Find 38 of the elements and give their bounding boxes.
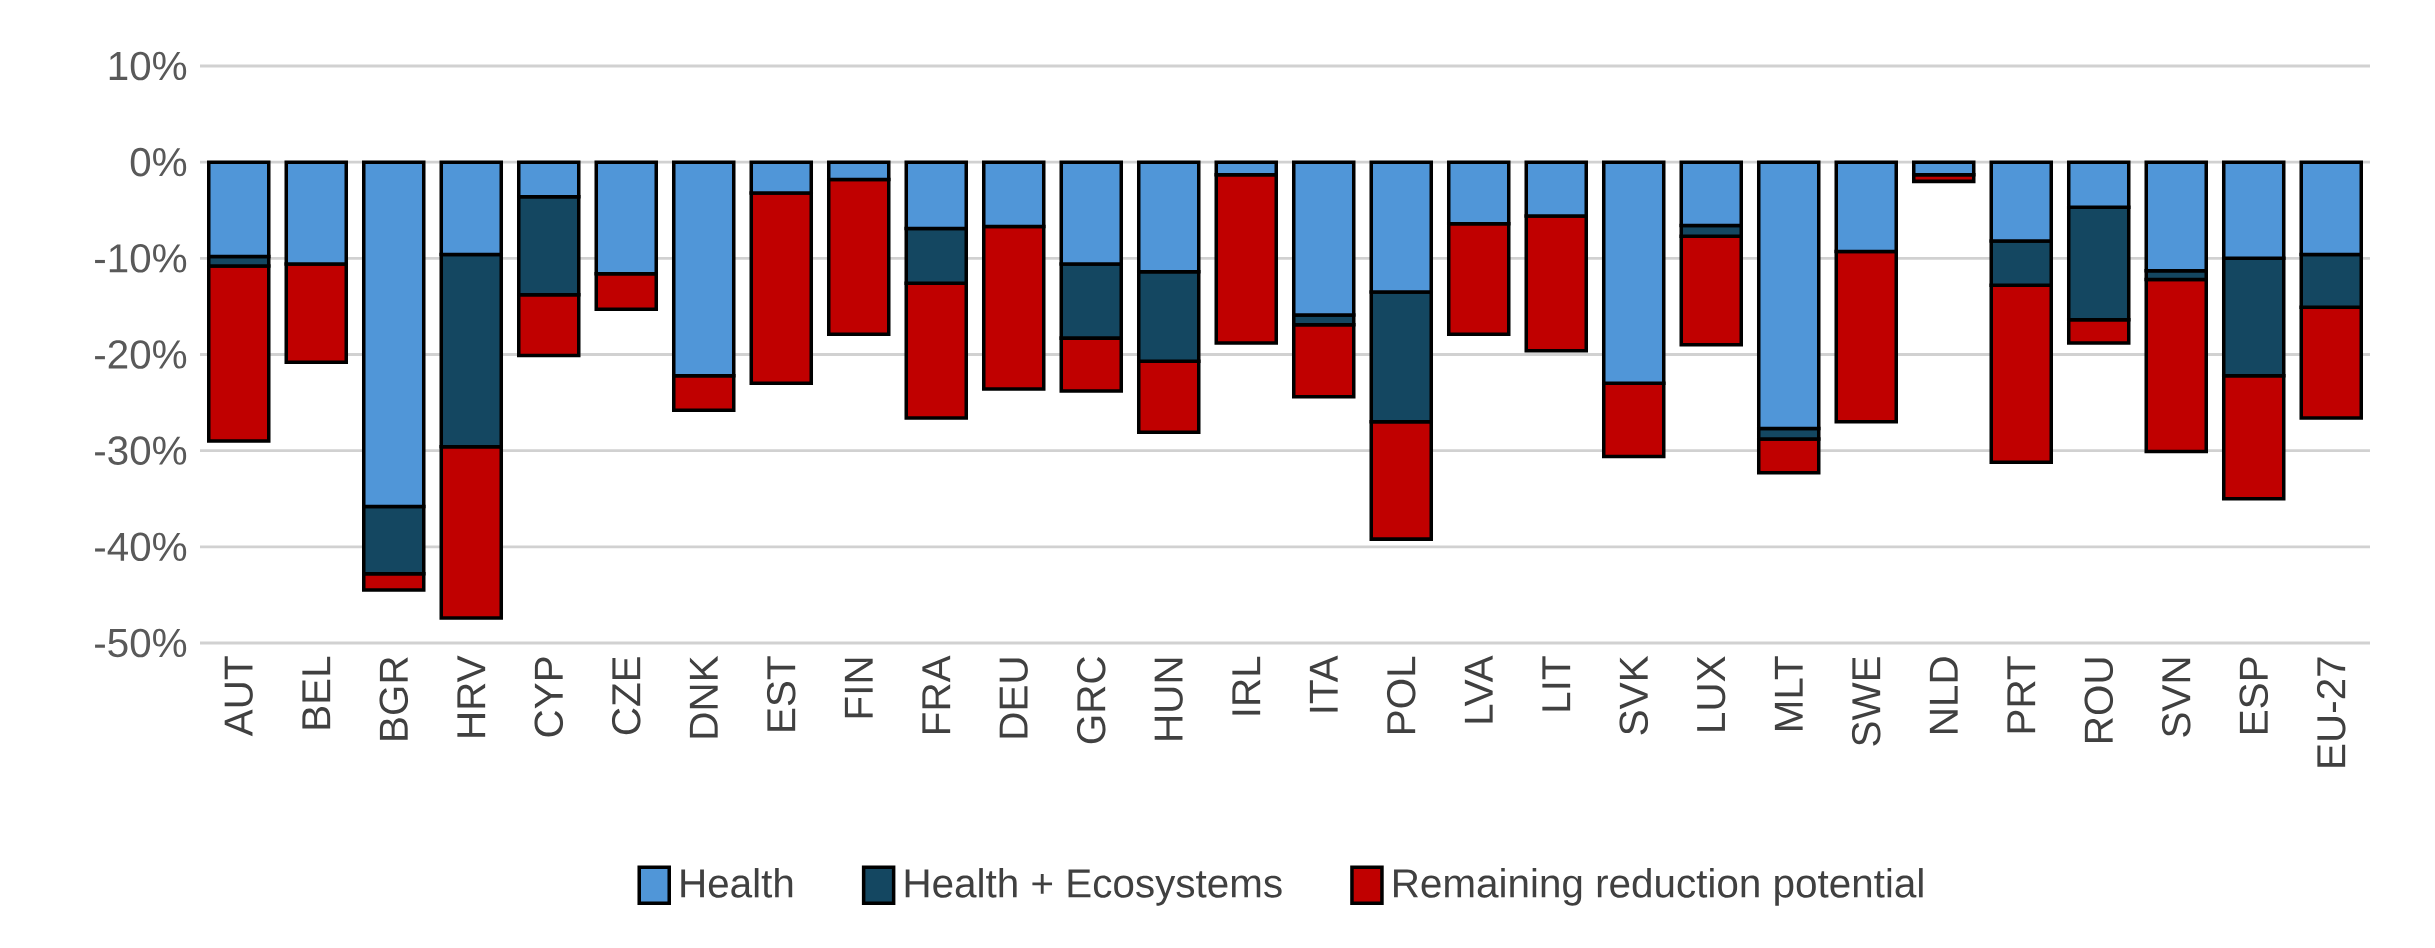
legend-label: Health + Ecosystems [905,868,1282,906]
x-tick-label: CZE [611,657,641,735]
y-tick-label: 10% [109,51,187,81]
y-tick-label: -40% [95,532,187,562]
y-tick-label: -10% [95,244,187,273]
x-tick-label: GRC [1076,656,1106,744]
x-tick-label: HUN [1154,658,1183,740]
x-tick-label: DEU [999,658,1028,738]
x-tick-label: ITA [1309,655,1338,712]
legend-label: Health [681,868,793,898]
x-tick-label: BEL [302,656,331,729]
legend-label: Remaining reduction potential [1394,868,1923,906]
x-tick-label: BGR [379,657,409,740]
x-tick-label: FIN [844,658,873,718]
x-tick-label: NLD [1929,657,1958,733]
y-tick-label: -30% [95,436,187,465]
x-tick-label: SVK [1619,655,1649,735]
x-tick-label: SVN [2161,658,2191,737]
x-tick-label: SWE [1851,657,1881,746]
x-tick-label: ROU [2084,658,2114,742]
x-tick-label: DNK [689,655,718,738]
x-tick-label: POL [1386,656,1416,733]
x-tick-label: LIT [1542,656,1571,711]
y-tick-label: 0% [130,147,187,177]
x-tick-label: MLT [1774,656,1803,730]
x-tick-label: EST [766,656,796,731]
x-tick-label: ESP [2239,657,2269,733]
x-tick-label: LUX [1697,656,1726,731]
x-tick-label: LVA [1464,655,1493,723]
x-tick-label: CYP [534,657,564,737]
x-tick-label: PRT [2007,656,2036,733]
x-tick-label: AUT [224,656,253,737]
x-tick-label: FRA [922,655,951,733]
y-tick-label: -50% [95,628,187,658]
x-tick-label: HRV [457,655,486,737]
x-tick-label: IRL [1232,656,1261,715]
y-tick-label: -20% [95,340,187,369]
x-tick-label: EU-27 [2316,657,2346,767]
